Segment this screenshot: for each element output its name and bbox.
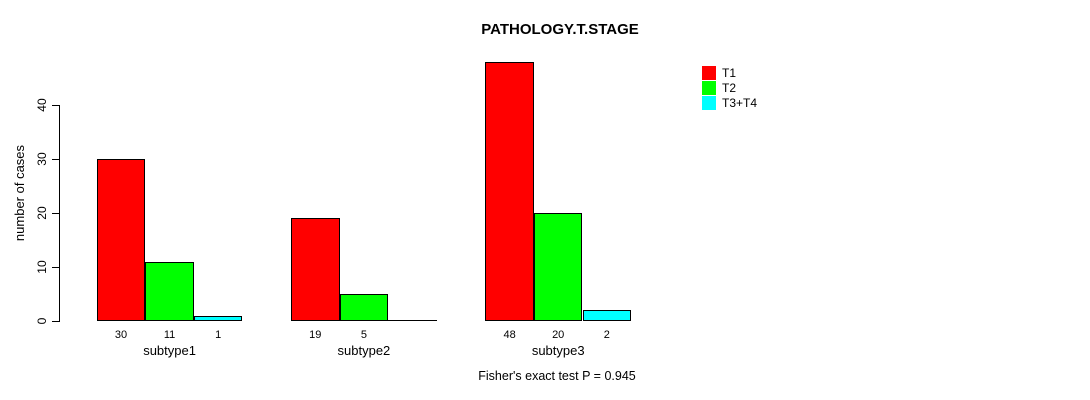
bar-value-label: 30 — [114, 329, 128, 341]
legend-swatch — [702, 80, 716, 95]
bar-subtype2-T1 — [291, 218, 340, 321]
bar-value-label: 5 — [360, 329, 367, 341]
legend-label: T1 — [722, 65, 737, 80]
bar-subtype3-T3+T4 — [582, 310, 632, 321]
legend-item: T1 — [702, 65, 757, 80]
legend: T1 T2 T3+T4 — [702, 65, 757, 110]
y-tick-label: 0 — [35, 317, 49, 325]
y-tick-label: 10 — [35, 260, 49, 274]
chart-title: PATHOLOGY.T.STAGE — [481, 21, 639, 38]
y-tick-label: 30 — [35, 152, 49, 166]
y-tick — [52, 321, 59, 322]
legend-item: T2 — [702, 80, 757, 95]
annotation-text: Fisher's exact test P = 0.945 — [478, 369, 636, 383]
legend-swatch — [702, 65, 716, 80]
bar-subtype2-T3+T4 — [388, 320, 437, 321]
legend-swatch — [702, 95, 716, 110]
bar-value-label: 19 — [309, 329, 322, 341]
legend-label: T2 — [722, 80, 737, 95]
x-category-label: subtype3 — [531, 343, 585, 358]
x-category-label: subtype1 — [143, 343, 196, 358]
bar-value-label: 20 — [552, 329, 565, 341]
bar-subtype1-T1 — [96, 159, 146, 321]
y-tick — [52, 213, 59, 214]
bar-subtype1-T3+T4 — [193, 316, 243, 321]
legend-item: T3+T4 — [702, 95, 757, 110]
bar-subtype3-T1 — [485, 62, 534, 321]
y-tick — [52, 159, 59, 160]
y-tick-label: 40 — [35, 98, 49, 112]
legend-label: T3+T4 — [722, 95, 758, 110]
y-axis-line — [59, 105, 60, 322]
bar-subtype2-T2 — [339, 294, 389, 321]
y-tick — [52, 105, 59, 106]
x-category-label: subtype2 — [337, 343, 391, 358]
bar-value-label: 1 — [215, 329, 222, 341]
bar-subtype1-T2 — [145, 262, 194, 321]
bar-value-label: 48 — [503, 329, 516, 341]
bar-subtype3-T2 — [533, 213, 583, 321]
bar-value-label: 11 — [163, 329, 176, 341]
bar-value-label: 2 — [603, 329, 610, 341]
y-tick — [52, 267, 59, 268]
y-tick-label: 20 — [35, 206, 49, 220]
